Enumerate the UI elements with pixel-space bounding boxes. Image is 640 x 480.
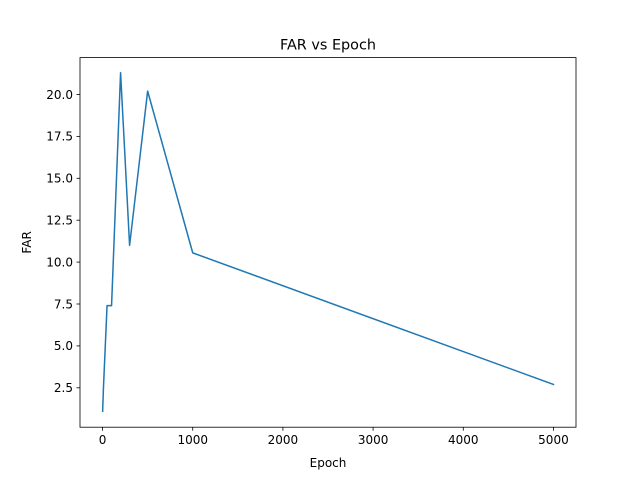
series-line bbox=[101, 71, 555, 413]
plot-frame bbox=[79, 57, 577, 428]
chart-title: FAR vs Epoch bbox=[280, 38, 376, 54]
x-tick-label: 1000 bbox=[177, 433, 208, 447]
y-tick-label: 7.5 bbox=[54, 297, 73, 311]
y-tick-label: 2.5 bbox=[54, 381, 73, 395]
y-axis-ticks: 2.5 5.0 7.5 10.0 12.5 15.0 17.5 20.0 bbox=[46, 88, 80, 395]
y-tick-label: 12.5 bbox=[46, 213, 73, 227]
y-tick-label: 5.0 bbox=[54, 339, 73, 353]
x-tick-label: 5000 bbox=[538, 433, 569, 447]
x-tick-label: 0 bbox=[99, 433, 107, 447]
y-tick-label: 17.5 bbox=[46, 130, 73, 144]
x-tick-label: 3000 bbox=[358, 433, 389, 447]
x-tick-label: 2000 bbox=[268, 433, 299, 447]
y-tick-label: 15.0 bbox=[46, 172, 73, 186]
y-tick-label: 20.0 bbox=[46, 88, 73, 102]
y-tick-label: 10.0 bbox=[46, 255, 73, 269]
x-axis-ticks: 0 1000 2000 3000 4000 5000 bbox=[99, 427, 569, 447]
y-axis-label: FAR bbox=[20, 231, 34, 253]
x-tick-label: 4000 bbox=[448, 433, 479, 447]
plot-background bbox=[80, 57, 576, 428]
series-layer bbox=[101, 71, 555, 413]
x-axis-label: Epoch bbox=[310, 456, 347, 470]
